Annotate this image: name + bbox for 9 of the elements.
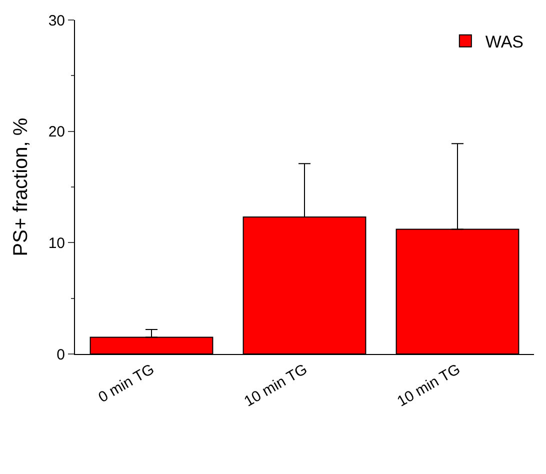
x-tick-label: 10 min TG bbox=[241, 360, 310, 410]
legend-label: WAS bbox=[485, 32, 524, 52]
x-tick-label: 10 min TG bbox=[394, 360, 464, 410]
y-tick-label: 0 bbox=[56, 346, 65, 364]
y-tick-label: 10 bbox=[48, 234, 65, 252]
y-tick-label: 30 bbox=[48, 12, 65, 30]
y-tick-label: 20 bbox=[48, 124, 65, 141]
x-tick-label: 0 min TG bbox=[96, 360, 158, 406]
y-axis-title: PS+ fraction, % bbox=[10, 118, 32, 256]
